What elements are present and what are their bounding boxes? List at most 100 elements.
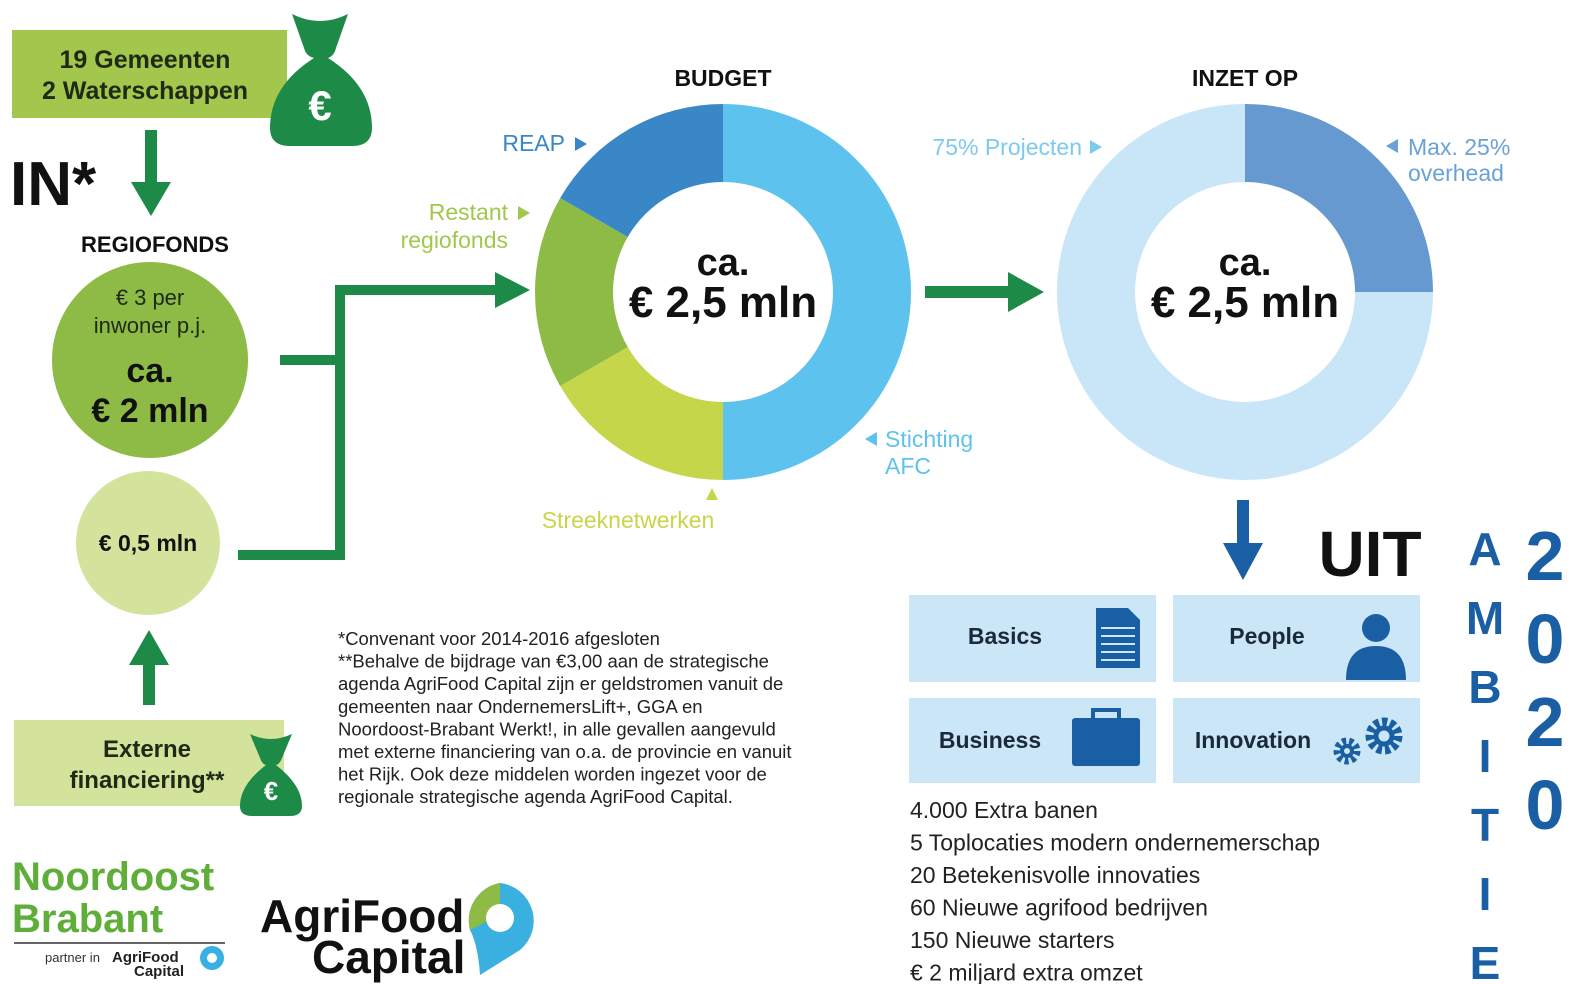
shape [1373,725,1395,747]
goal-item: 60 Nieuwe agrifood bedrijven [910,895,1208,921]
briefcase-icon [1072,708,1140,766]
connector [238,285,500,560]
shape [131,182,171,216]
footnote-line: met externe financiering van o.a. de pro… [338,741,792,762]
budget-center: ca. [697,242,750,284]
external-box-text: financiering** [70,767,225,794]
fund-circle [52,262,248,458]
fund-text: ca. [126,352,173,390]
overhead-label: overhead [1408,160,1504,186]
pointer [865,432,877,446]
year-digit: 2 [1526,517,1565,595]
pointer [1090,140,1102,154]
restant-label: Restant [429,199,509,225]
external-circle [76,471,220,615]
person-icon [1346,614,1406,680]
goal-item: € 2 miljard extra omzet [910,960,1143,984]
budget-title: BUDGET [674,65,771,91]
shape: € [264,776,278,806]
goal-item: 20 Betekenisvolle innovaties [910,862,1200,888]
partners-box [12,30,287,118]
brand-pin [468,883,534,975]
footnote-line: regionale strategische agenda AgriFood C… [338,786,733,807]
donut-segment [560,347,723,480]
ambitie-letter: M [1466,592,1504,644]
streek-label: Streeknetwerken [542,507,715,533]
shape [238,285,500,560]
small-brand: AgriFood [112,949,179,966]
budget-donut [534,103,911,480]
footnote-line: gemeenten naar OndernemersLift+, GGA en [338,696,703,717]
footnote-line: *Convenant voor 2014-2016 afgesloten [338,628,660,649]
footnote-line: agenda AgriFood Capital zijn er geldstro… [338,673,783,694]
goal-item: 4.000 Extra banen [910,797,1098,823]
fund-text: € 2 mln [91,392,208,430]
year-digit: 2 [1526,683,1565,761]
shape [1237,500,1249,550]
in-label: IN* [10,150,97,219]
goals: 4.000 Extra banen 5 Toplocaties modern on… [910,797,1320,984]
arrow-down-blue [1223,500,1263,580]
shape [129,630,169,665]
uit-label: UIT [1318,518,1421,590]
budget-center: € 2,5 mln [629,278,817,327]
brand-logo: Capital [312,931,465,983]
shape [270,14,372,146]
shape [1101,627,1135,661]
pointer [575,137,587,151]
year-digit: 0 [1526,766,1565,844]
footnote-line: Noordoost-Brabant Werkt!, in alle gevall… [338,718,776,739]
inzet-center: ca. [1219,242,1272,284]
box-label: Innovation [1195,727,1311,753]
box-label: People [1229,623,1304,649]
shape [1365,717,1403,755]
projecten-label: 75% Projecten [932,134,1082,160]
ambitie-letter: E [1470,937,1501,984]
ambitie-letter: T [1471,799,1499,851]
shape [1091,708,1121,722]
shape [1223,543,1263,580]
gears-icon [1333,717,1403,765]
inzet-center: € 2,5 mln [1151,278,1339,327]
fund-text: inwoner p.j. [94,313,207,338]
donut-segment [1057,104,1433,480]
ambitie-letter: I [1479,868,1492,920]
inzet-donut [1057,104,1433,480]
donut-segment [560,103,723,237]
external-box-text: Externe [103,736,191,763]
document-icon [1096,608,1140,668]
partners-line: 19 Gemeenten [60,46,231,74]
ambitie-letter: A [1468,523,1501,575]
shape [143,660,155,705]
overhead-label: Max. 25% [1408,134,1510,160]
money-bag: € [240,734,302,816]
shape [1008,272,1044,312]
footnote-line: het Rijk. Ook deze middelen worden ingez… [338,764,767,785]
afc-label: AFC [885,453,931,479]
external-text: € 0,5 mln [99,530,197,556]
goal-item: 150 Nieuwe starters [910,927,1115,953]
shape [240,734,302,816]
reap-label: REAP [502,130,565,156]
afc-label: Stichting [885,426,973,452]
ambitie-letter: B [1468,661,1501,713]
pointer [1386,139,1398,153]
fund-text: € 3 per [116,285,185,310]
inzet-title: INZET OP [1192,65,1298,91]
footnote: *Convenant voor 2014-2016 afgesloten**Be… [338,628,792,807]
nob-logo: Brabant [12,897,163,941]
arrow-up [129,630,169,705]
footnote-line: **Behalve de bijdrage van €3,00 aan de s… [338,651,769,672]
donut-segment [1245,104,1433,292]
money-bag: € [270,14,372,146]
small-pin-hole [207,953,217,963]
shape [1346,646,1406,680]
arrow-down [131,130,171,216]
arrow-right [925,272,1044,312]
external-box [14,720,284,806]
small-brand: Capital [134,963,184,980]
nob-logo: Noordoost [12,855,214,899]
